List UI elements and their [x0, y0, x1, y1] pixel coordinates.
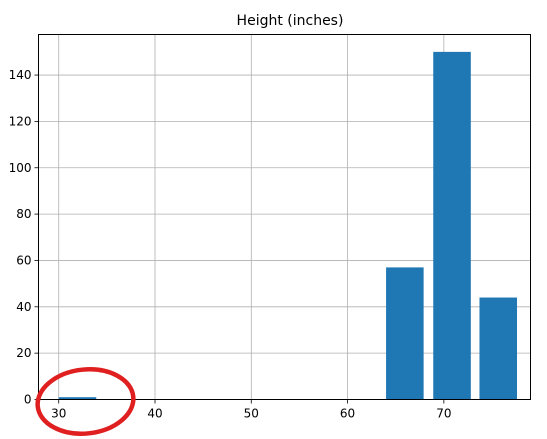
- x-tick-label: 50: [244, 407, 259, 421]
- y-tick-label: 0: [24, 393, 32, 407]
- y-tick-label: 40: [16, 300, 31, 314]
- bar-0: [58, 397, 97, 400]
- x-tick-label: 70: [436, 407, 451, 421]
- annotation-layer: [35, 367, 136, 436]
- y-tick-label: 60: [16, 253, 31, 267]
- chart-title: Height (inches): [237, 13, 344, 29]
- bar-2: [433, 51, 471, 400]
- x-tick-label: 40: [147, 407, 162, 421]
- y-tick-label: 140: [9, 68, 32, 82]
- plot-frame: [38, 34, 531, 400]
- y-tick-label: 100: [9, 161, 32, 175]
- bar-1: [386, 267, 424, 400]
- x-tick-label: 30: [51, 407, 66, 421]
- red-circle-annotation: [35, 367, 136, 436]
- y-axis-ticks: 0 20 40 60 80 100 120 140: [9, 68, 39, 407]
- x-axis-ticks: 30 40 50 60 70: [51, 399, 451, 421]
- y-tick-label: 20: [16, 346, 31, 360]
- y-tick-label: 120: [9, 114, 32, 128]
- x-tick-label: 60: [340, 407, 355, 421]
- bars: [58, 51, 518, 400]
- bar-3: [479, 297, 518, 400]
- y-tick-label: 80: [16, 207, 31, 221]
